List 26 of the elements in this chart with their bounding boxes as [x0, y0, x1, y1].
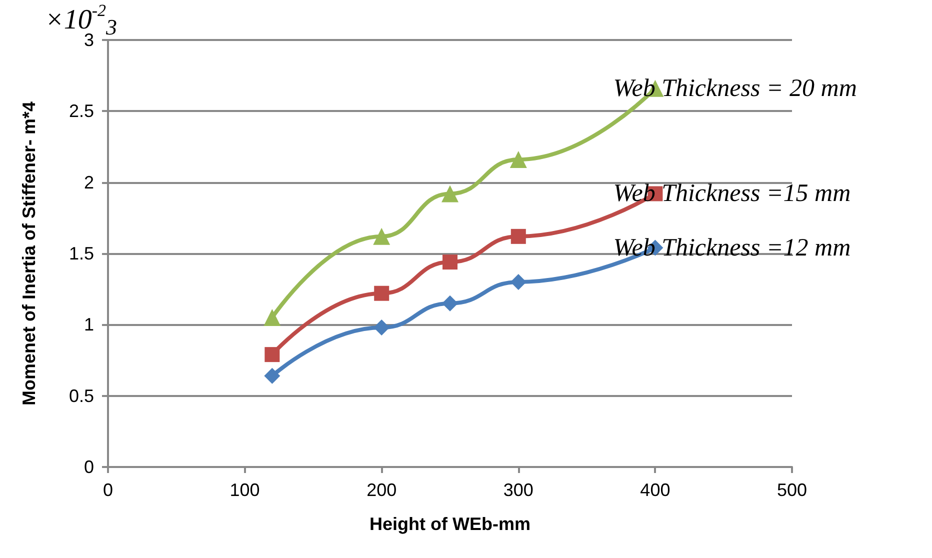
- point: [264, 347, 280, 362]
- x-tick-label: 200: [366, 480, 397, 500]
- y-tick-label: 1: [84, 314, 94, 335]
- x-axis-title: Height of WEb-mm: [370, 514, 530, 534]
- point: [442, 185, 458, 202]
- point: [373, 228, 390, 245]
- point: [374, 320, 390, 336]
- y-tick-label: 0.5: [68, 386, 94, 406]
- y-tick-label: 2.5: [68, 101, 94, 122]
- point: [510, 228, 526, 244]
- y-axis-title: Momenet of Inertia of Stiffener- m*4: [19, 101, 39, 406]
- x-tick-label: 0: [102, 480, 114, 500]
- point: [510, 274, 526, 290]
- point: [510, 151, 527, 168]
- point: [264, 368, 280, 384]
- x-tick-label: 400: [640, 480, 670, 500]
- x-tick-label: 500: [776, 480, 808, 500]
- point: [442, 254, 458, 270]
- point: [264, 309, 281, 326]
- point: [374, 286, 390, 301]
- x-tick-label: 300: [503, 480, 534, 500]
- y-tick-label: 2: [84, 172, 94, 192]
- y-tick-label: 0: [84, 457, 94, 477]
- point: [442, 295, 458, 312]
- y-tick-label: 1.5: [68, 244, 94, 264]
- x-tick-label: 100: [230, 480, 260, 500]
